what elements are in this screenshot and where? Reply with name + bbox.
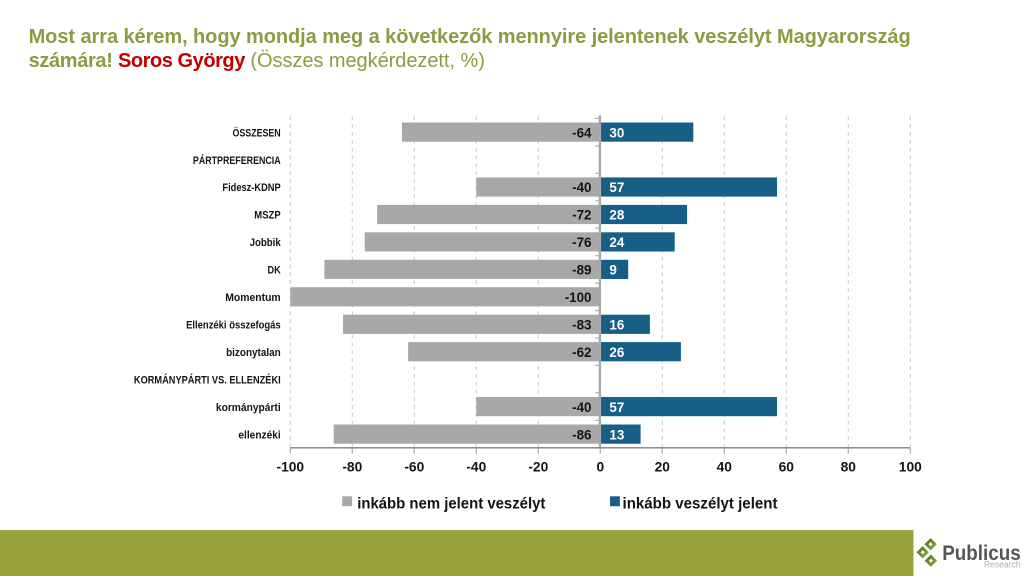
svg-text:ellenzéki: ellenzéki (238, 429, 280, 441)
svg-text:Fidesz-KDNP: Fidesz-KDNP (222, 182, 280, 194)
svg-text:-40: -40 (572, 180, 591, 195)
svg-text:kormánypárti: kormánypárti (216, 402, 281, 414)
svg-text:0: 0 (596, 459, 604, 474)
svg-text:57: 57 (609, 180, 624, 195)
svg-text:-72: -72 (572, 208, 591, 223)
svg-text:inkább nem jelent veszélyt: inkább nem jelent veszélyt (357, 495, 546, 512)
svg-text:26: 26 (609, 345, 624, 360)
svg-text:-62: -62 (572, 345, 591, 360)
svg-text:9: 9 (609, 263, 616, 278)
svg-text:-86: -86 (572, 427, 591, 442)
svg-text:-64: -64 (572, 125, 592, 140)
svg-text:inkább veszélyt jelent: inkább veszélyt jelent (623, 495, 779, 512)
svg-text:Jobbik: Jobbik (250, 237, 282, 249)
svg-text:ÖSSZESEN: ÖSSZESEN (233, 126, 281, 139)
svg-text:30: 30 (609, 125, 624, 140)
svg-text:57: 57 (609, 400, 624, 415)
svg-text:-80: -80 (342, 459, 362, 474)
svg-text:Momentum: Momentum (225, 292, 281, 304)
svg-text:-40: -40 (466, 459, 486, 474)
svg-text:80: 80 (841, 459, 857, 474)
svg-text:20: 20 (655, 459, 671, 474)
svg-text:-83: -83 (572, 318, 591, 333)
svg-text:13: 13 (609, 427, 624, 442)
svg-text:Research: Research (984, 559, 1021, 569)
svg-text:24: 24 (609, 235, 624, 250)
svg-text:Publicus: Publicus (942, 542, 1021, 565)
svg-text:-40: -40 (572, 400, 591, 415)
svg-text:-60: -60 (404, 459, 424, 474)
svg-text:-100: -100 (276, 459, 304, 474)
svg-text:MSZP: MSZP (254, 210, 280, 222)
svg-text:28: 28 (609, 208, 624, 223)
svg-text:bizonytalan: bizonytalan (226, 347, 281, 359)
svg-text:60: 60 (779, 459, 795, 474)
svg-text:-100: -100 (565, 290, 592, 305)
svg-text:16: 16 (609, 318, 624, 333)
svg-text:DK: DK (268, 265, 281, 277)
svg-text:40: 40 (717, 459, 733, 474)
svg-text:PÁRTPREFERENCIA: PÁRTPREFERENCIA (193, 154, 281, 167)
svg-text:Ellenzéki összefogás: Ellenzéki összefogás (186, 320, 281, 332)
svg-text:100: 100 (899, 459, 922, 474)
svg-text:-89: -89 (572, 263, 591, 278)
svg-text:-20: -20 (528, 459, 548, 474)
svg-text:KORMÁNYPÁRTI VS. ELLENZÉKI: KORMÁNYPÁRTI VS. ELLENZÉKI (134, 373, 281, 386)
svg-text:-76: -76 (572, 235, 591, 250)
